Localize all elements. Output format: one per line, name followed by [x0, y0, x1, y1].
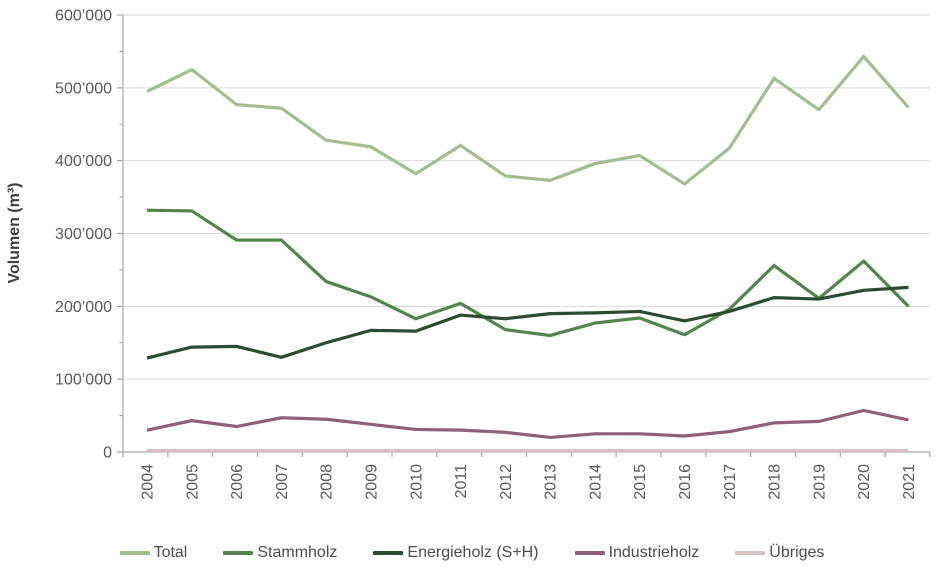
- legend-line-swatch: [574, 551, 605, 555]
- x-tick-label: 2004: [140, 464, 157, 500]
- x-tick-label: 2020: [856, 464, 873, 500]
- legend-item-industrieholz: Industrieholz: [574, 544, 700, 562]
- x-tick-label: 2013: [543, 464, 560, 500]
- y-axis-labels: 0 100’000 200’000 300’000 400’000 500’000 600’…: [55, 8, 112, 462]
- legend-item-total: Total: [119, 544, 188, 562]
- y-tick-label: 0: [103, 445, 112, 462]
- legend-label: Übriges: [769, 544, 825, 561]
- y-tick-label: 500’000: [55, 80, 112, 97]
- x-tick-label: 2019: [811, 464, 828, 500]
- y-axis-ticks: [117, 14, 123, 453]
- series-lines: [146, 54, 910, 453]
- legend-item-energieholz-s-h-: Energieholz (S+H): [373, 544, 539, 562]
- legend-line-swatch: [735, 551, 766, 555]
- x-tick-label: 2012: [498, 464, 515, 500]
- legend-label: Stammholz: [257, 544, 338, 561]
- x-tick-label: 2005: [184, 464, 201, 500]
- y-tick-label: 300’000: [55, 226, 112, 243]
- legend-item-stammholz: Stammholz: [223, 544, 337, 562]
- x-tick-label: 2016: [677, 464, 694, 500]
- x-tick-label: 2008: [319, 464, 336, 500]
- legend-line-swatch: [119, 551, 150, 555]
- legend-line-swatch: [223, 551, 254, 555]
- y-tick-label: 600’000: [55, 8, 112, 25]
- legend-label: Industrieholz: [608, 544, 700, 561]
- y-axis-title: Volumen (m³): [6, 182, 23, 284]
- y-tick-label: 400’000: [55, 153, 112, 170]
- series-line-energieholz-s-h-: [146, 285, 909, 360]
- x-tick-label: 2021: [901, 464, 918, 500]
- series-line-stammholz: [146, 208, 910, 338]
- x-tick-label: 2006: [229, 464, 246, 500]
- legend-label: Total: [153, 544, 188, 561]
- legend: Total Stammholz Energieholz (S+H) Industrie…: [0, 544, 944, 562]
- x-tick-label: 2009: [363, 464, 380, 500]
- gridlines: [123, 14, 930, 380]
- x-tick-label: 2018: [767, 464, 784, 500]
- x-tick-label: 2017: [722, 464, 739, 500]
- x-tick-label: 2011: [453, 464, 470, 499]
- legend-line-swatch: [373, 551, 404, 555]
- y-tick-label: 200’000: [55, 299, 112, 316]
- series-line-total: [146, 54, 910, 186]
- x-axis-labels: 2004 2005 2006 2007 2008 2009 2010 2011 2012 2013…: [140, 464, 919, 500]
- legend-item--briges: Übriges: [735, 544, 824, 562]
- x-axis-ticks: [122, 452, 931, 457]
- series-line-industrieholz: [146, 408, 909, 440]
- x-tick-label: 2010: [408, 464, 425, 500]
- x-tick-label: 2007: [274, 464, 291, 500]
- x-tick-label: 2014: [587, 464, 604, 500]
- y-tick-label: 100’000: [55, 372, 112, 389]
- x-tick-label: 2015: [632, 464, 649, 500]
- legend-label: Energieholz (S+H): [407, 544, 539, 561]
